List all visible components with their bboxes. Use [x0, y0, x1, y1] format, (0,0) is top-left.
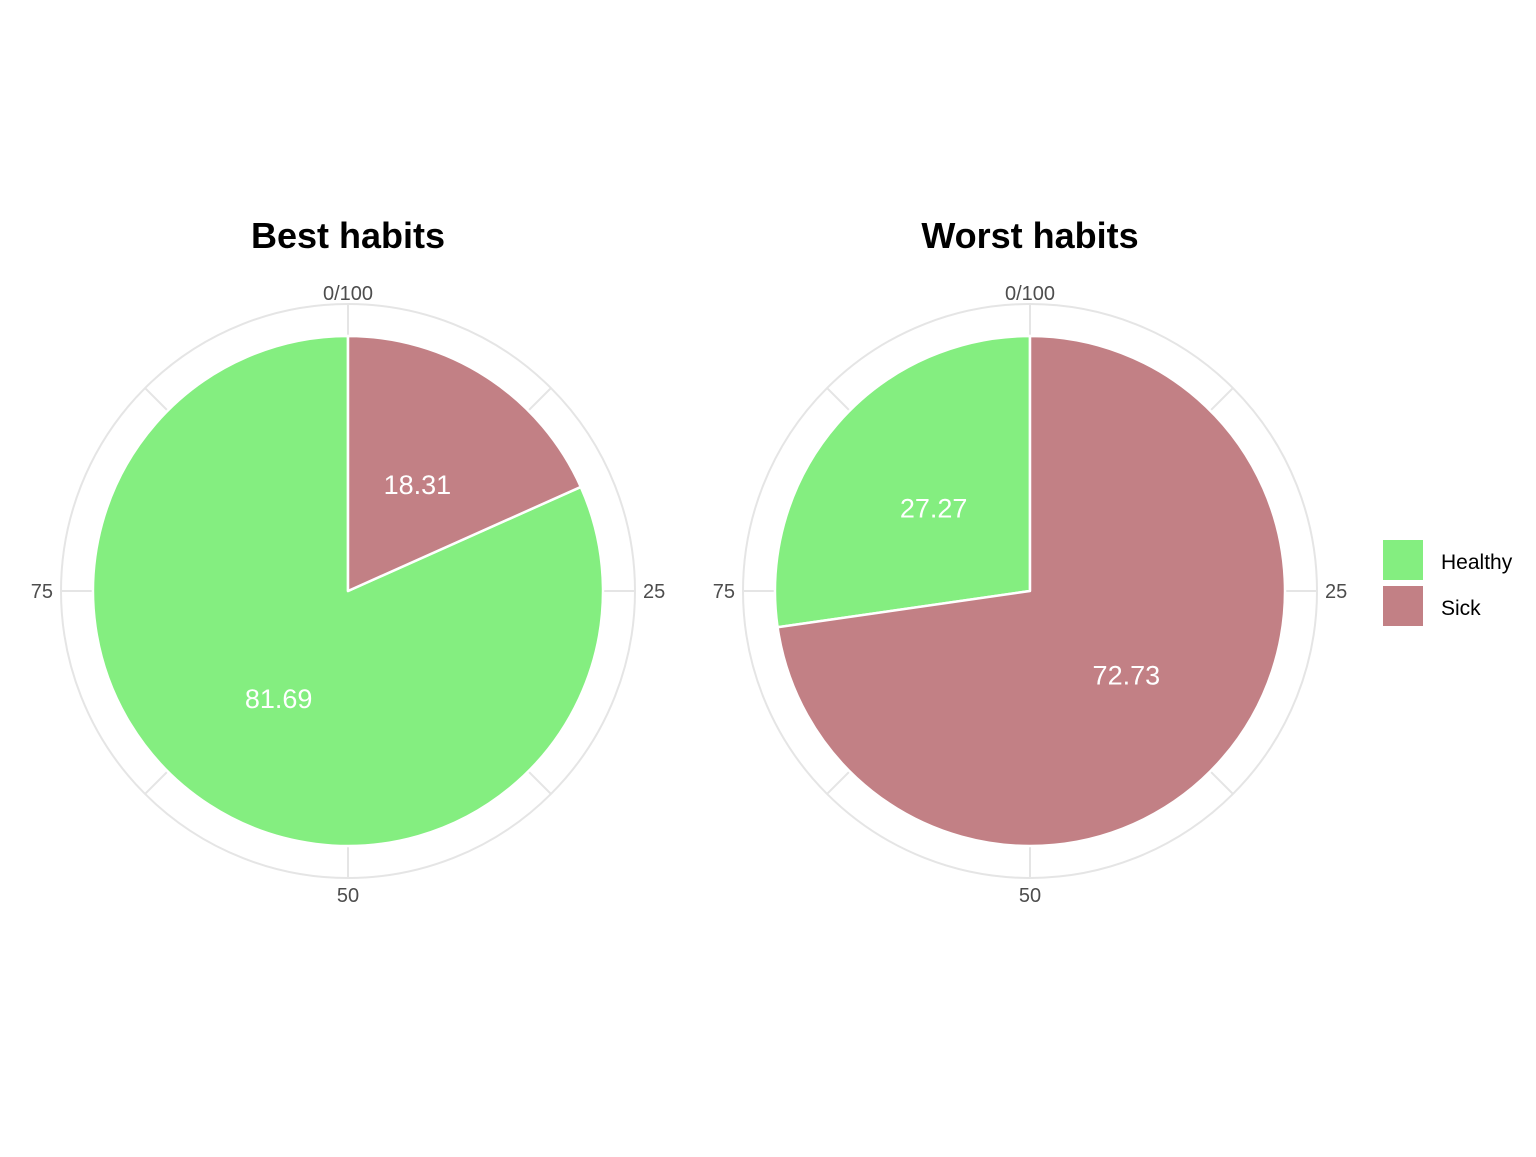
value-label-healthy: 27.27 [900, 493, 968, 523]
theta-tick-label: 50 [1019, 885, 1041, 907]
theta-tick-label: 25 [643, 581, 665, 603]
theta-tick-label: 0/100 [323, 283, 373, 305]
grid-spoke [826, 770, 851, 795]
panel-title: Best habits [251, 215, 445, 256]
panel-title: Worst habits [921, 215, 1138, 256]
grid-spoke [144, 387, 169, 412]
pie-slice-healthy [773, 334, 1032, 629]
value-label-sick: 18.31 [384, 470, 452, 500]
theta-tick-label: 50 [337, 885, 359, 907]
pie-slice-sick [346, 334, 583, 593]
legend: Healthy Sick [1383, 540, 1513, 626]
value-label-healthy: 81.69 [245, 684, 313, 714]
value-label-sick: 72.73 [1093, 661, 1161, 691]
grid-spoke [527, 770, 552, 795]
pie-slice-sick [776, 334, 1287, 848]
panel-worst-habits: Worst habits 27.27 72.73 0/100 25 50 75 [713, 215, 1348, 907]
theta-tick-label: 75 [31, 581, 53, 603]
legend-key-sick [1383, 586, 1423, 626]
theta-tick-label: 0/100 [1005, 283, 1055, 305]
grid-spoke [527, 387, 552, 412]
legend-label-healthy: Healthy [1441, 551, 1513, 574]
legend-label-sick: Sick [1441, 597, 1481, 620]
theta-tick-label: 25 [1325, 581, 1347, 603]
grid-spoke [826, 387, 851, 412]
grid-spoke [1209, 387, 1234, 412]
grid-spoke [1209, 770, 1234, 795]
legend-key-healthy [1383, 540, 1423, 580]
theta-tick-label: 75 [713, 581, 735, 603]
pie-slice-healthy [91, 334, 605, 848]
grid-spoke [144, 770, 169, 795]
panel-best-habits: Best habits 81.69 18.31 0/100 25 50 75 [31, 215, 666, 907]
